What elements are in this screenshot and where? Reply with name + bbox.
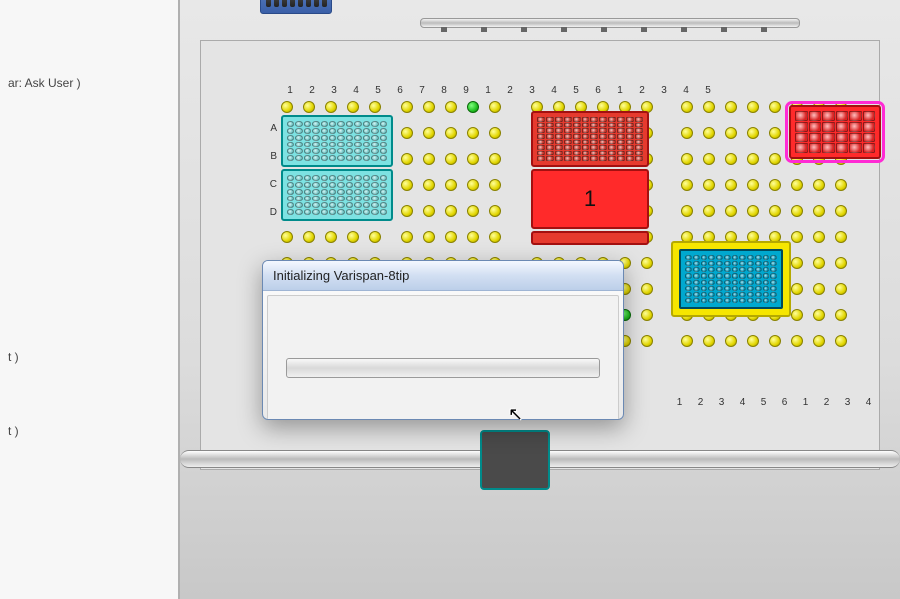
carrier-red-labeled[interactable]: 1: [531, 169, 649, 229]
top-rail: [420, 18, 800, 28]
sidebar-entry[interactable]: ar: Ask User ): [8, 76, 170, 90]
dialog-body: [267, 295, 619, 420]
column-numbers-top: 12345678912345612345: [279, 85, 879, 96]
row-label: A: [265, 123, 277, 134]
row-label: D: [265, 207, 277, 218]
tip-box-red[interactable]: [531, 111, 649, 167]
pipette-head-icon: [260, 0, 332, 14]
waste-chute: [480, 430, 550, 490]
carrier-label: 1: [533, 171, 647, 227]
cursor-icon: ↖: [508, 404, 523, 425]
carrier-red-thin[interactable]: [531, 231, 649, 245]
row-label: C: [265, 179, 277, 190]
plate-24-red[interactable]: [789, 105, 881, 159]
row-label: B: [265, 151, 277, 162]
sidebar-entry[interactable]: t ): [8, 424, 170, 438]
progress-bar: [286, 358, 600, 378]
sidebar-entry[interactable]: t ): [8, 350, 170, 364]
column-numbers-bottom: 1234561234: [669, 397, 879, 408]
init-dialog: Initializing Varispan-8tip: [262, 260, 624, 420]
plate-96-cyan-b[interactable]: [281, 169, 393, 221]
plate-96-blue[interactable]: [679, 249, 783, 309]
carrier-yellow[interactable]: [671, 241, 791, 317]
plate-96-cyan-a[interactable]: [281, 115, 393, 167]
protocol-sidebar: ar: Ask User ) t ) t ): [0, 0, 180, 599]
dialog-title: Initializing Varispan-8tip: [263, 261, 623, 291]
